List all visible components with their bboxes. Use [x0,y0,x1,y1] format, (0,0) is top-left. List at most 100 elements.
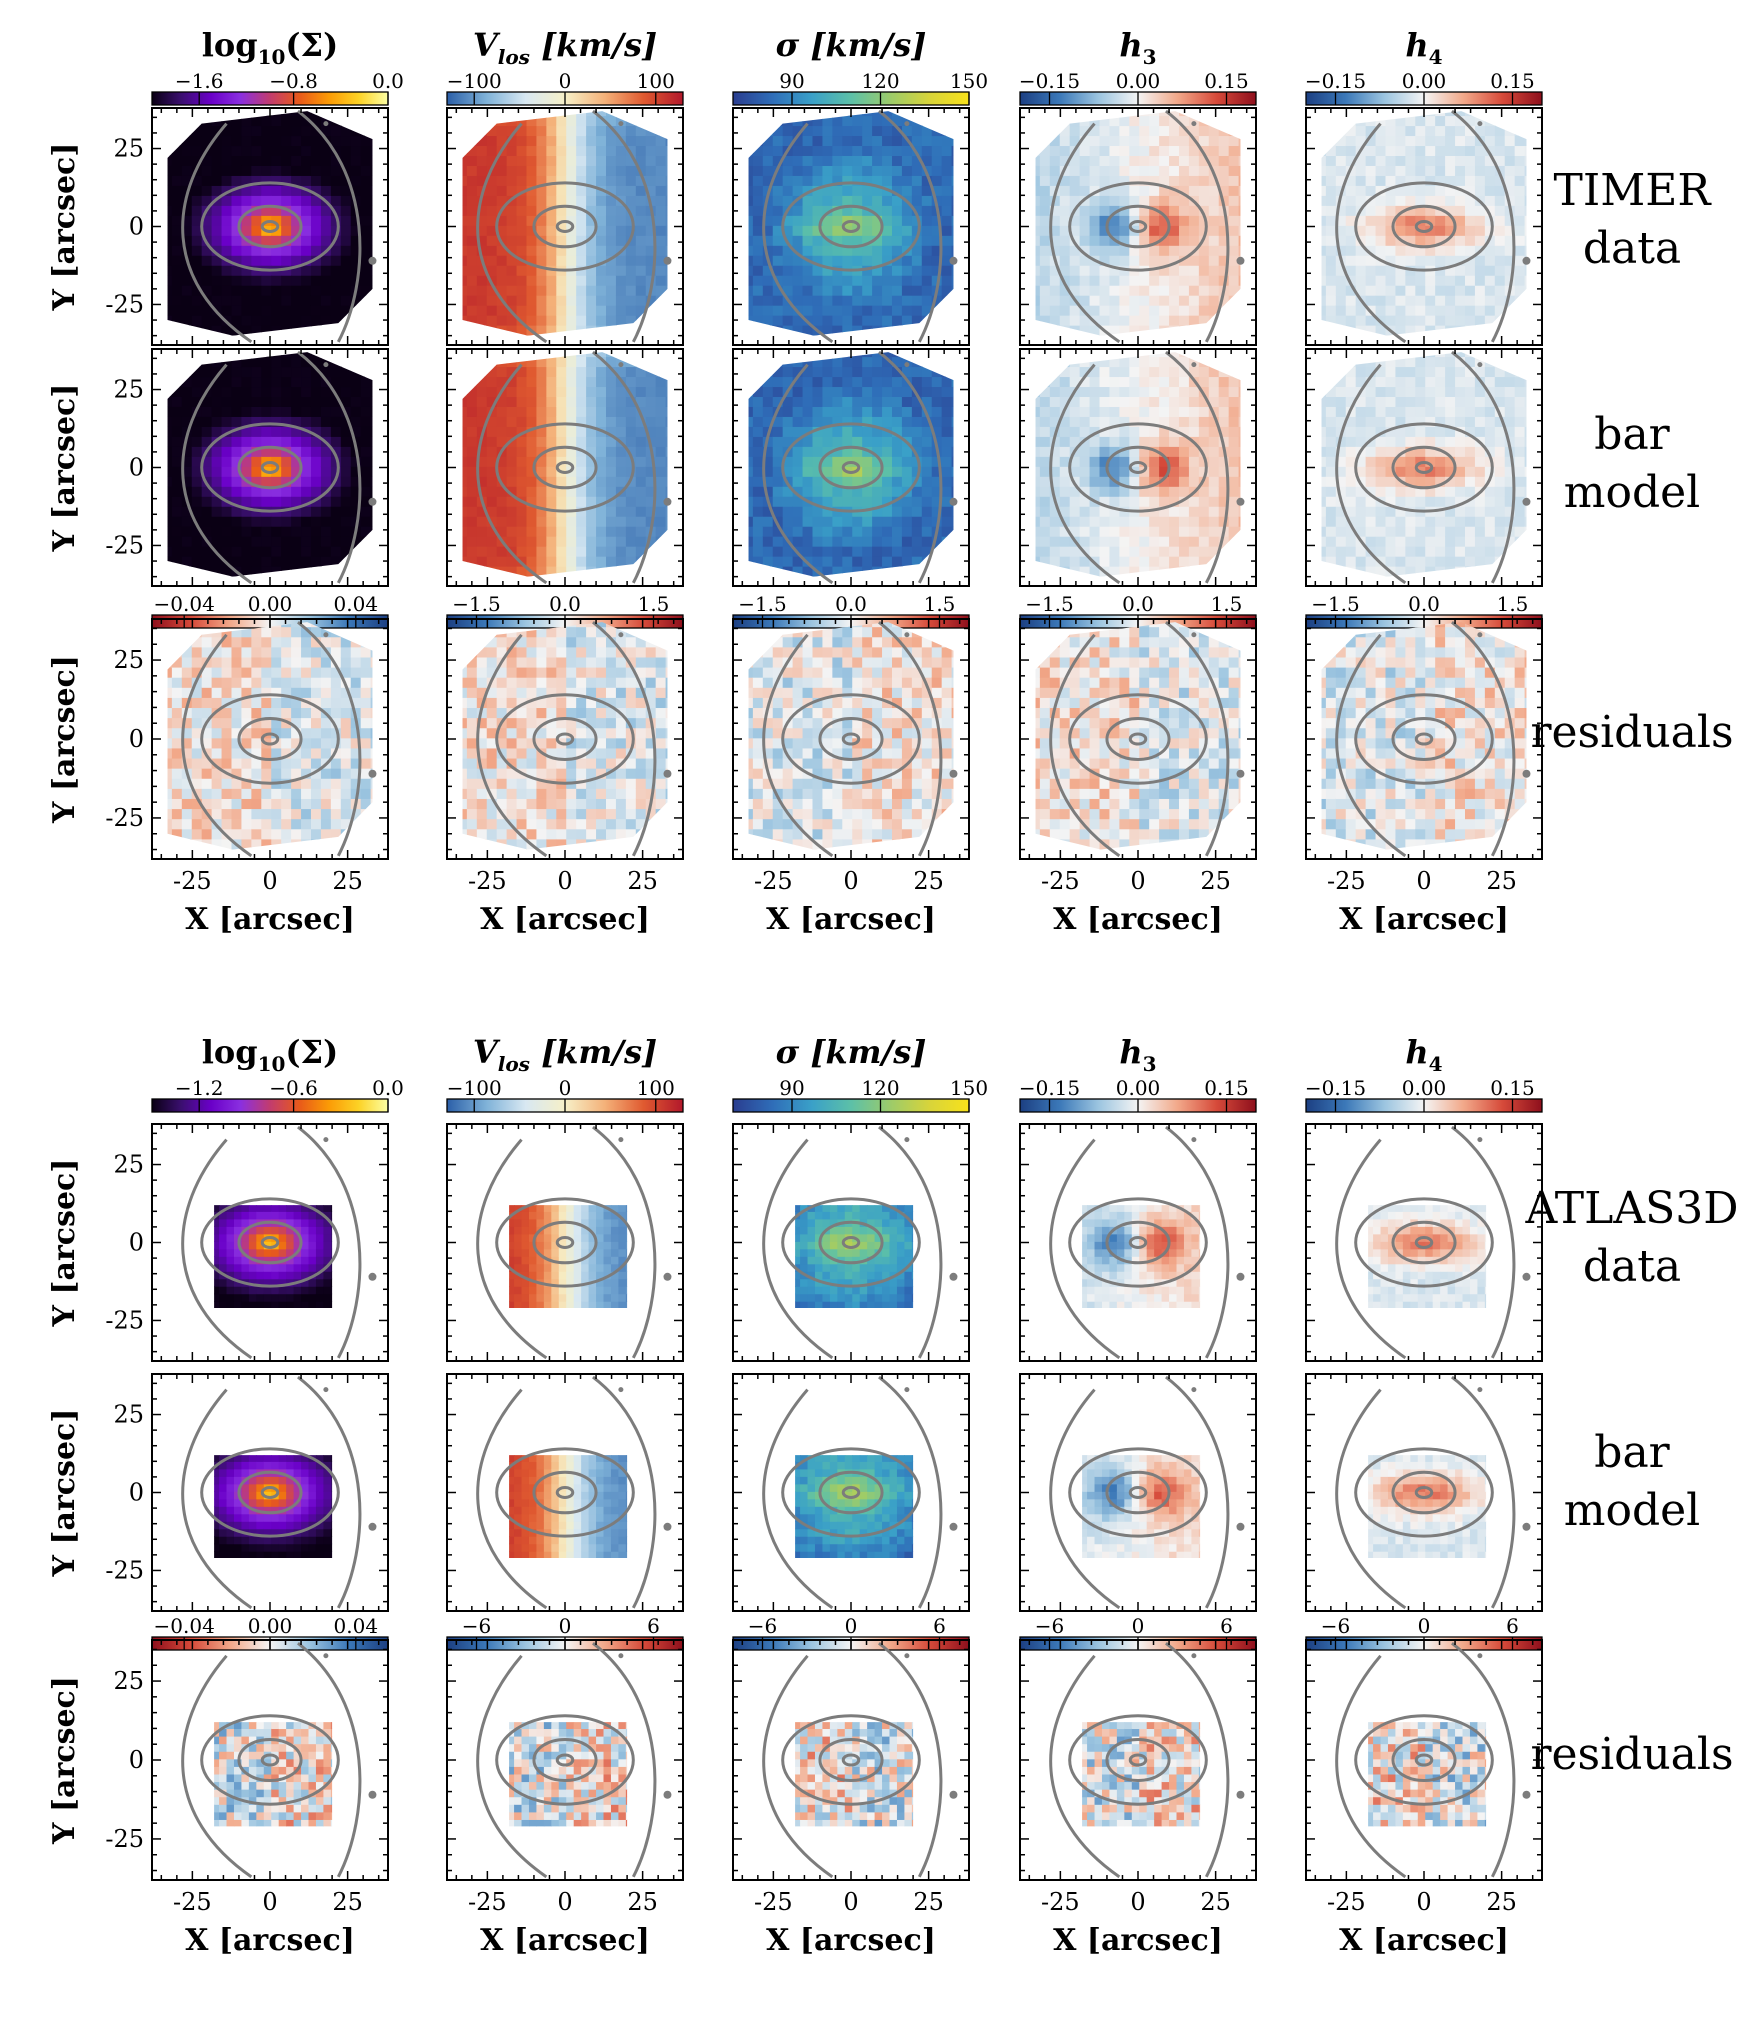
colorbar-tick-label: −0.8 [269,69,318,93]
contour-arm-left [181,1654,253,1879]
colorbar-tick-label: −6 [748,1614,777,1638]
contour-mid [818,1220,884,1265]
contour-arm-right [297,1641,362,1878]
row-label: TIMER [1553,165,1712,216]
contour-inner [841,732,861,746]
map-panel [446,348,684,587]
map-panel [446,1123,684,1362]
contour-blob [1522,497,1531,506]
panel-ticks [1306,349,1542,586]
colorbar-tick-label: 90 [779,69,804,93]
panel-ticks [447,619,683,859]
map-pixels [1035,352,1241,577]
colorbar-gradient [732,91,970,106]
contour-blob [618,121,624,127]
contour-arm-left [181,633,253,858]
contour-outer [781,1197,921,1288]
map-pixels [509,1205,628,1308]
y-tick-label: 0 [129,213,144,241]
colorbar-tick-label: −100 [447,69,502,93]
colorbar: −1.6 −0.8 0.0 [151,69,404,106]
contour-arm-left [762,1388,834,1610]
contour-blob [1236,1522,1245,1531]
x-tick-label: 25 [1200,1888,1231,1916]
contour-blob [949,1272,958,1281]
map-panel [732,618,970,860]
contour-outer [1354,693,1494,785]
colorbar: −0.15 0.00 0.15 [1019,69,1257,106]
y-axis-label: Y [arcsec] [47,655,82,824]
contour-outer [1354,1714,1494,1806]
colorbar: −100 0 100 [446,69,684,106]
contour-mid [1391,716,1457,762]
y-tick-label: 25 [113,646,144,674]
x-tick-label: 25 [1486,1888,1517,1916]
colorbar: 90 120 150 [732,1076,988,1113]
contour-inner [555,1236,575,1249]
contour-blob [663,497,672,506]
colorbar-tick-label: 0.00 [248,592,293,616]
contour-mid [1105,204,1171,249]
y-tick-label: -25 [105,531,144,559]
isophote-contours [1049,1641,1230,1879]
map-pixels [1321,622,1527,850]
contour-outer [495,422,635,513]
contour-outer [1068,693,1208,785]
panel-ticks [1020,1374,1256,1611]
panel-ticks [152,349,388,586]
contour-mid [237,716,303,762]
x-tick-label: 0 [1130,1888,1145,1916]
contour-outer [200,1714,340,1806]
contour-mid [1105,1470,1171,1515]
contour-blob [323,1653,329,1659]
x-tick-label: 25 [332,1888,363,1916]
contour-arm-left [1049,122,1121,344]
colorbar-tick-label: 0.00 [248,1614,293,1638]
panel-ticks [1306,619,1542,859]
column-title: h3 [1119,26,1156,69]
contour-inner [1414,461,1434,474]
contour-arm-left [181,363,253,585]
y-axis-label: Y [arcsec] [47,1676,82,1845]
contour-blob [618,1653,624,1659]
contour-blob [904,121,910,127]
map-pixels [1368,1455,1487,1558]
isophote-contours [181,620,362,858]
contour-mid [1105,1737,1171,1783]
map-pixels [795,1205,914,1308]
contour-blob [904,1387,910,1393]
contour-arm-left [1049,363,1121,585]
y-tick-label: 0 [129,1479,144,1507]
colorbar-tick-label: 0.0 [372,1076,404,1100]
x-tick-label: 25 [627,867,658,895]
contour-blob [1477,1387,1483,1393]
contour-outer [1068,1447,1208,1538]
colorbar-tick-label: −1.2 [175,1076,224,1100]
y-tick-label: 25 [113,1151,144,1179]
contour-inner [1128,1753,1148,1767]
map-pixels [795,1455,914,1558]
colorbar-tick-label: −1.5 [1025,592,1074,616]
contour-inner [1128,220,1148,233]
map-pixels [462,111,668,336]
contour-blob [949,497,958,506]
contour-blob [1522,256,1531,265]
contour-outer [495,1447,635,1538]
contour-inner [1414,1486,1434,1499]
colorbar: −100 0 100 [446,1076,684,1113]
colorbar-tick-label: 90 [779,1076,804,1100]
map-pixels [748,622,954,850]
contour-outer [1068,181,1208,272]
map-panel [732,107,970,346]
contour-arm-left [476,1138,548,1360]
contour-outer [781,181,921,272]
contour-blob [1236,1272,1245,1281]
colorbar-tick-label: 0.00 [1402,1076,1447,1100]
contour-blob [949,256,958,265]
column-title: Vlos [km/s] [473,26,657,69]
colorbar-tick-label: −6 [1035,1614,1064,1638]
map-pixels [1368,1722,1487,1827]
contour-arm-right [297,1125,362,1359]
x-tick-label: 25 [913,867,944,895]
map-panel [446,1639,684,1881]
